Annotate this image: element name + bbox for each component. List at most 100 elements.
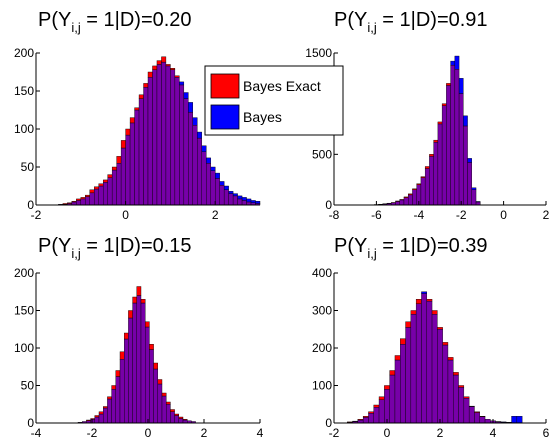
y-tick-label: 100 [14,341,34,355]
bar-overlap [165,65,171,206]
histogram-bars [365,55,481,206]
bar-bayes [467,158,472,163]
bar-overlap [165,404,171,424]
bar-bayes-exact [161,56,167,63]
bar-bayes [246,198,252,203]
bar-bayes [197,131,202,139]
bar-overlap [174,77,180,206]
y-tick-label: 150 [14,304,34,318]
bar-overlap [410,314,417,424]
bar-overlap [405,327,412,424]
bar-bayes-exact [107,174,113,178]
x-tick-label: 0 [500,208,507,222]
x-tick-label: 4 [257,426,264,440]
bar-bayes-exact [458,385,465,388]
bar-bayes-exact [153,362,159,370]
bar-bayes-exact [86,419,91,421]
x-tick-label: -2 [329,426,340,440]
bar-bayes [421,291,427,294]
bar-bayes-exact [125,128,131,136]
bar-overlap [94,188,99,206]
bar-overlap [170,411,175,424]
bar-overlap [368,413,374,424]
bar-bayes [450,60,456,66]
bar-bayes-exact [62,203,68,205]
bar-bayes-exact [157,379,163,385]
bar-bayes-exact [98,183,104,187]
y-tick-label: 0 [325,416,332,430]
y-tick-label: 100 [14,122,34,136]
x-tick-label: 4 [490,426,497,440]
bar-overlap [389,374,396,424]
bar-overlap [94,416,100,424]
subplot-top-right: P(Yi,j = 1|D)=0.91 050010001500-8-6-4-20… [305,9,549,222]
bar-overlap [134,109,140,206]
bar-bayes [192,117,198,126]
bar-overlap [433,141,439,206]
bar-bayes [219,181,225,186]
bar-bayes-exact [389,370,396,376]
bar-bayes-exact [174,413,180,416]
bar-overlap [408,194,413,206]
x-tick-label: -6 [371,208,382,222]
x-tick-label: 2 [437,426,444,440]
bar-overlap [201,151,207,206]
bar-overlap [174,415,180,424]
bar-bayes-exact [420,176,426,178]
bar-overlap [132,302,138,424]
y-tick-label: 150 [14,84,34,98]
bar-overlap [450,64,456,206]
bar-bayes-exact [433,139,439,143]
bar-overlap [463,125,468,206]
bar-bayes-exact [424,166,430,169]
x-tick-label: 0 [122,208,129,222]
bar-overlap [125,134,131,206]
x-tick-label: 0 [384,426,391,440]
bar-bayes [458,78,464,94]
bar-overlap [458,387,465,424]
x-tick-label: -2 [31,208,42,222]
bar-bayes-exact [94,186,99,190]
bar-overlap [153,368,159,424]
bar-overlap [446,85,451,206]
bar-overlap [373,407,380,424]
bar-overlap [107,177,113,206]
bar-overlap [241,200,247,206]
bar-bayes-exact [149,344,154,350]
bar-bayes-exact [415,299,422,304]
x-tick-label: 6 [543,426,550,440]
bar-bayes-exact [98,411,104,415]
bar-bayes-exact [165,64,171,67]
bar-bayes-exact [80,197,86,200]
bar-bayes-exact [102,406,108,409]
bar-overlap [429,156,434,206]
bar-bayes-exact [362,416,369,418]
bar-overlap [415,303,422,424]
y-tick-label: 0 [325,198,332,212]
histogram-bars [58,56,261,206]
bar-overlap [471,189,477,206]
bar-bayes-exact [132,296,138,304]
bar-bayes-exact [474,411,480,413]
bar-overlap [210,170,216,206]
bar-bayes-exact [85,194,90,197]
bar-bayes-exact [437,327,443,330]
bar-overlap [161,61,167,206]
bar-bayes-exact [400,338,406,345]
bar-bayes-exact [182,419,188,421]
bar-overlap [453,374,459,424]
bar-bayes-exact [446,83,451,86]
bar-bayes [471,187,477,190]
bar-overlap [98,185,104,206]
bar-overlap [85,196,90,206]
bar-bayes [475,201,481,203]
bar-bayes-exact [463,396,470,399]
bar-bayes-exact [368,411,374,414]
bar-bayes-exact [394,355,401,361]
bar-bayes-exact [111,385,116,390]
bar-overlap [399,199,405,206]
bar-bayes [206,157,211,164]
bar-overlap [76,200,81,206]
bar-overlap [161,395,167,424]
